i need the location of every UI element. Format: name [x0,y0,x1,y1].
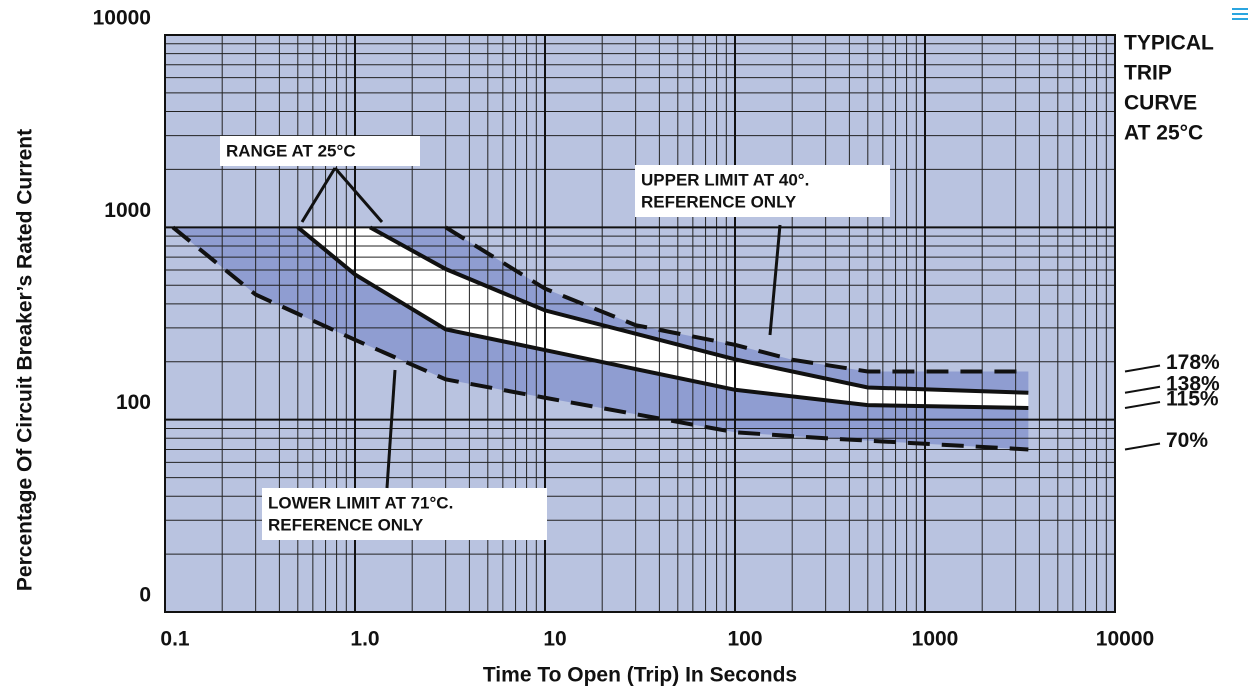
trip-curve [369,225,1029,395]
annotation-text: RANGE AT 25°C [226,141,356,160]
trip-curve [171,225,1029,452]
annotation-box [635,165,890,217]
x-axis-title: Time To Open (Trip) In Seconds [483,664,797,687]
end-label: 115% [1166,388,1219,411]
band-fill [297,227,1029,408]
end-label: 138% [1166,372,1220,395]
x-tick-label: 100 [727,628,762,651]
end-label: 70% [1166,429,1208,452]
x-tick-label: 0.1 [160,628,190,651]
menu-icon[interactable] [1232,8,1248,20]
annotation-box [220,136,420,166]
annotation-pointer [300,167,337,223]
annotation-text: REFERENCE ONLY [268,515,424,534]
end-leader [1124,401,1161,409]
annotation-pointer [768,224,782,336]
annotation-pointer [385,369,397,489]
y-tick-label: 100 [116,391,151,414]
x-tick-label: 10 [543,628,566,651]
annotation-text: UPPER LIMIT AT 40°. [641,170,809,189]
typical-label: AT 25°C [1124,122,1203,145]
y-axis-title: Percentage Of Circuit Breaker’s Rated Cu… [14,129,37,591]
end-label: 178% [1166,351,1220,374]
typical-label: TRIP [1124,62,1172,85]
end-leader [1124,442,1161,451]
annotation-text: LOWER LIMIT AT 71°C. [268,493,453,512]
trip-curve [444,225,1029,374]
y-tick-label: 0 [139,584,151,607]
annotation-box [262,488,547,540]
typical-label: CURVE [1124,92,1197,115]
end-leader [1124,385,1161,394]
trip-curve [296,225,1029,410]
y-tick-label: 10000 [93,7,151,30]
annotation-text: REFERENCE ONLY [641,192,797,211]
x-tick-label: 10000 [1096,628,1154,651]
typical-label: TYPICAL [1124,32,1214,55]
annotation-pointer [333,167,384,223]
x-tick-label: 1000 [912,628,959,651]
x-tick-label: 1.0 [350,628,379,651]
end-leader [1124,364,1161,373]
y-tick-label: 1000 [104,199,151,222]
plot-border [164,34,1116,613]
